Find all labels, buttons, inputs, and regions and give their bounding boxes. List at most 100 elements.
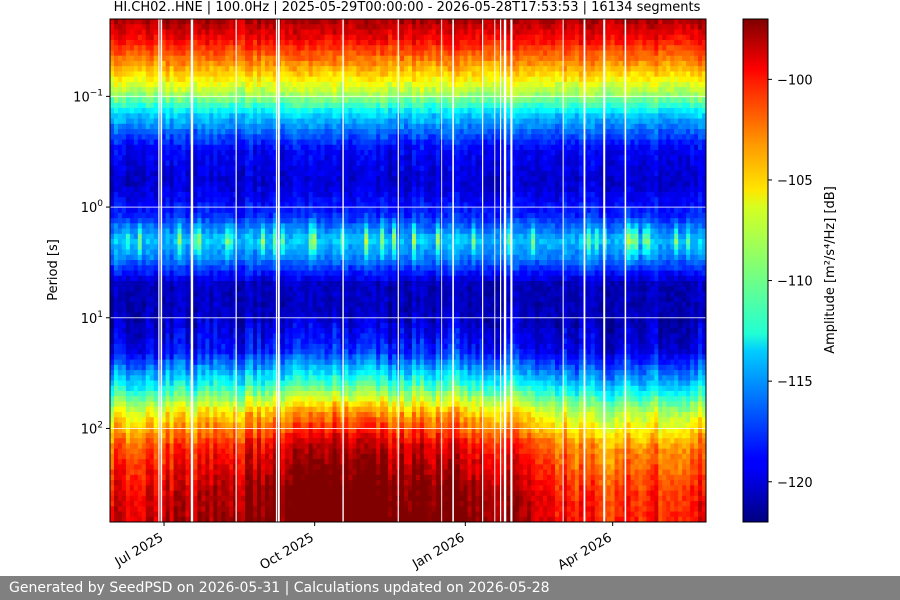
heatmap-cell [296,29,302,36]
heatmap-cell [225,202,230,209]
heatmap-cell [249,19,254,25]
heatmap-cell [296,113,302,120]
heatmap-cell [197,181,202,188]
heatmap-cell [149,202,155,209]
heatmap-cell [229,480,234,486]
heatmap-cell [241,380,246,387]
heatmap-cell [165,45,171,52]
heatmap-cell [145,249,151,256]
heatmap-cell [249,411,254,418]
heatmap-cell [300,160,306,167]
heatmap-cell [257,228,262,235]
heatmap-cell [165,480,171,486]
heatmap-cell [233,186,238,193]
heatmap-cell [221,165,226,172]
heatmap-cell [121,160,127,167]
heatmap-cell [284,338,290,345]
heatmap-cell [149,102,155,109]
heatmap-cell [217,244,222,251]
heatmap-cell [245,291,250,298]
heatmap-cell [117,506,123,513]
heatmap-cell [157,160,163,167]
heatmap-cell [304,391,310,397]
heatmap-cell [237,66,242,72]
heatmap-cell [110,443,115,450]
heatmap-cell [312,181,318,188]
heatmap-cell [133,307,139,314]
heatmap-cell [205,317,210,324]
heatmap-cell [121,207,127,214]
heatmap-cell [233,359,238,366]
heatmap-cell [181,239,187,245]
heatmap-cell [129,474,135,481]
heatmap-cell [173,249,179,256]
heatmap-cell [225,485,230,492]
heatmap-cell [312,129,318,135]
heatmap-cell [288,223,294,230]
heatmap-cell [113,118,119,125]
heatmap-cell [229,453,234,460]
heatmap-cell [161,108,167,114]
heatmap-cell [300,149,306,156]
heatmap-cell [272,296,278,303]
heatmap-cell [173,422,179,429]
heatmap-cell [229,516,234,522]
heatmap-cell [133,391,139,397]
heatmap-cell [225,280,230,287]
heatmap-cell [284,160,290,167]
heatmap-cell [249,333,254,340]
heatmap-cell [165,270,171,277]
heatmap-cell [133,218,139,224]
heatmap-cell [304,328,310,334]
heatmap-cell [137,228,143,235]
heatmap-cell [268,469,274,476]
heatmap-cell [161,97,167,104]
heatmap-cell [300,123,306,130]
heatmap-cell [117,102,123,109]
heatmap-cell [153,364,159,371]
heatmap-cell [157,50,163,57]
heatmap-cell [169,149,175,156]
heatmap-cell [117,233,123,240]
heatmap-cell [221,291,226,298]
heatmap-cell [308,102,314,109]
heatmap-cell [137,66,143,72]
heatmap-cell [237,34,242,41]
heatmap-cell [264,459,270,465]
heatmap-cell [201,244,206,251]
heatmap-cell [229,66,234,72]
heatmap-cell [292,202,298,209]
heatmap-cell [153,270,159,277]
heatmap-cell [129,160,135,167]
heatmap-cell [280,129,286,135]
heatmap-cell [209,459,214,465]
heatmap-cell [197,343,202,350]
heatmap-cell [113,181,119,188]
heatmap-cell [129,29,135,36]
heatmap-cell [169,375,175,382]
heatmap-cell [225,322,230,329]
heatmap-cell [133,406,139,413]
heatmap-cell [173,396,179,403]
heatmap-cell [137,422,143,429]
heatmap-cell [185,459,191,465]
heatmap-cell [113,233,119,240]
heatmap-cell [165,438,171,445]
heatmap-cell [201,474,206,481]
heatmap-cell [181,19,187,25]
heatmap-cell [229,45,234,52]
heatmap-cell [312,118,318,125]
heatmap-cell [121,328,127,334]
heatmap-cell [110,307,115,314]
heatmap-cell [110,438,115,445]
heatmap-cell [145,338,151,345]
heatmap-cell [280,328,286,334]
heatmap-cell [173,301,179,308]
heatmap-cell [121,181,127,188]
heatmap-cell [229,76,234,83]
heatmap-cell [241,506,246,513]
heatmap-cell [229,375,234,382]
heatmap-cell [197,312,202,319]
heatmap-cell [308,66,314,72]
heatmap-cell [181,129,187,135]
